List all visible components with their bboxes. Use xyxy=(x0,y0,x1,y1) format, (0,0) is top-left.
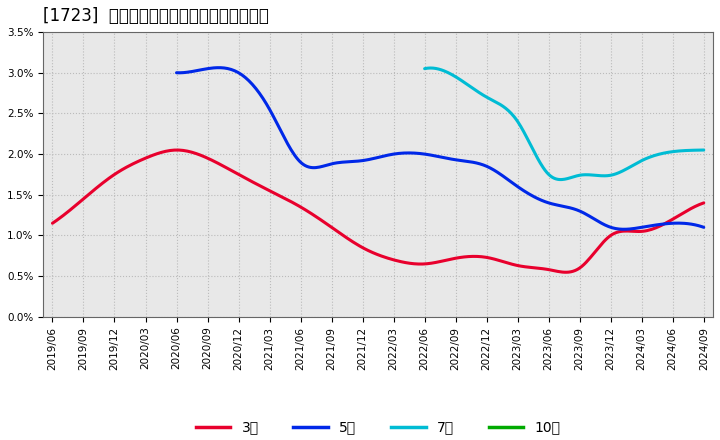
7年 xyxy=(593,173,602,178)
Line: 5年: 5年 xyxy=(176,68,703,229)
3年 xyxy=(50,219,59,224)
Line: 7年: 7年 xyxy=(425,68,703,180)
7年 xyxy=(557,177,565,182)
5年 xyxy=(486,165,495,171)
7年 xyxy=(699,147,708,153)
3年 xyxy=(643,228,652,233)
3年 xyxy=(436,259,444,264)
7年 xyxy=(675,148,684,154)
3年 xyxy=(699,200,708,205)
5年 xyxy=(172,70,181,75)
Legend: 3年, 5年, 7年, 10年: 3年, 5年, 7年, 10年 xyxy=(190,415,566,440)
5年 xyxy=(488,166,497,172)
3年 xyxy=(601,237,610,242)
3年 xyxy=(449,256,458,261)
5年 xyxy=(654,222,662,227)
7年 xyxy=(588,172,597,178)
5年 xyxy=(215,65,223,70)
7年 xyxy=(420,66,429,71)
5年 xyxy=(497,172,505,177)
5年 xyxy=(174,70,183,75)
7年 xyxy=(426,66,435,71)
Text: [1723]  経常利益マージンの標準偏差の推移: [1723] 経常利益マージンの標準偏差の推移 xyxy=(43,7,269,25)
3年 xyxy=(172,147,181,153)
Line: 3年: 3年 xyxy=(53,150,703,272)
3年 xyxy=(48,220,57,226)
5年 xyxy=(699,225,708,230)
7年 xyxy=(657,151,666,156)
7年 xyxy=(421,66,430,71)
7年 xyxy=(588,172,596,178)
3年 xyxy=(438,258,446,264)
3年 xyxy=(562,270,571,275)
5年 xyxy=(620,227,629,232)
5年 xyxy=(618,227,627,232)
